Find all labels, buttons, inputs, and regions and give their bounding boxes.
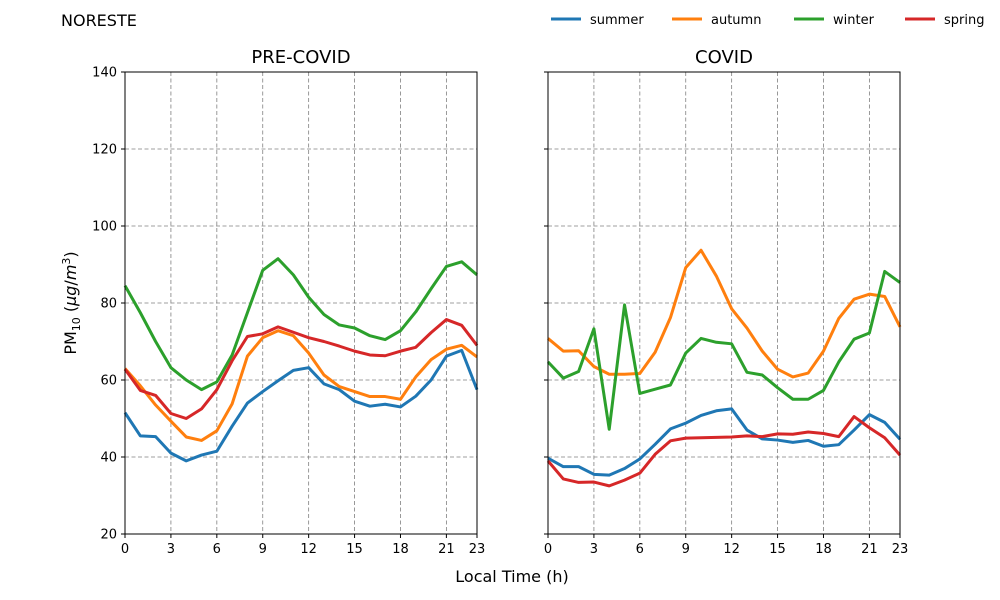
x-tick-label: 23 bbox=[469, 542, 486, 557]
legend-label: summer bbox=[590, 13, 644, 28]
legend-entry-autumn: autumn bbox=[672, 13, 761, 28]
x-tick-label: 12 bbox=[723, 542, 740, 557]
y-tick-label: 120 bbox=[92, 143, 117, 158]
series-line-autumn bbox=[123, 329, 478, 442]
y-tick-label: 80 bbox=[100, 297, 117, 312]
x-tick-label: 6 bbox=[636, 542, 644, 557]
series-line-winter bbox=[123, 257, 478, 392]
y-tick-label: 20 bbox=[100, 528, 117, 543]
series-line-summer bbox=[547, 407, 902, 477]
y-tick-label: 60 bbox=[100, 374, 117, 389]
legend: summer autumn winter spring bbox=[551, 13, 984, 28]
panel-covid: COVID 0 3 6 9 12 15 18 21 23 bbox=[544, 47, 908, 557]
x-tick-label: 0 bbox=[544, 542, 552, 557]
figure-title: NORESTE bbox=[61, 11, 137, 30]
x-tick-label: 0 bbox=[121, 542, 129, 557]
x-tick-label: 12 bbox=[300, 542, 317, 557]
legend-label: autumn bbox=[711, 13, 761, 28]
x-tick-label: 23 bbox=[892, 542, 909, 557]
panel-pre-covid: PRE-COVID 0 3 6 9 12 15 18 21 23 20 40 60 80 100 120 140 bbox=[92, 47, 485, 557]
x-tick-label: 9 bbox=[682, 542, 690, 557]
x-tick-label: 6 bbox=[213, 542, 221, 557]
series-line-spring bbox=[546, 415, 902, 488]
legend-entry-spring: spring bbox=[905, 13, 984, 28]
legend-label: spring bbox=[944, 13, 984, 28]
y-tick-label: 100 bbox=[92, 220, 117, 235]
y-axis-label: PM10 (μg/m3) bbox=[60, 251, 83, 354]
x-tick-label: 3 bbox=[167, 542, 175, 557]
x-tick-label: 18 bbox=[392, 542, 409, 557]
x-tick-label: 18 bbox=[815, 542, 832, 557]
x-axis-label: Local Time (h) bbox=[455, 567, 568, 586]
panel-title: PRE-COVID bbox=[251, 47, 350, 68]
series-line-winter bbox=[546, 269, 901, 431]
x-tick-label: 15 bbox=[346, 542, 363, 557]
panel-title: COVID bbox=[695, 47, 753, 68]
x-tick-label: 3 bbox=[590, 542, 598, 557]
x-tick-label: 9 bbox=[259, 542, 267, 557]
legend-label: winter bbox=[833, 13, 875, 28]
y-tick-label: 140 bbox=[92, 66, 117, 81]
x-tick-label: 21 bbox=[438, 542, 455, 557]
legend-entry-winter: winter bbox=[794, 13, 875, 28]
series-line-spring bbox=[123, 318, 479, 420]
series-line-autumn bbox=[547, 248, 902, 379]
y-tick-label: 40 bbox=[100, 451, 117, 466]
x-tick-label: 21 bbox=[861, 542, 878, 557]
series-line-summer bbox=[123, 348, 479, 463]
legend-entry-summer: summer bbox=[551, 13, 644, 28]
x-tick-label: 15 bbox=[769, 542, 786, 557]
